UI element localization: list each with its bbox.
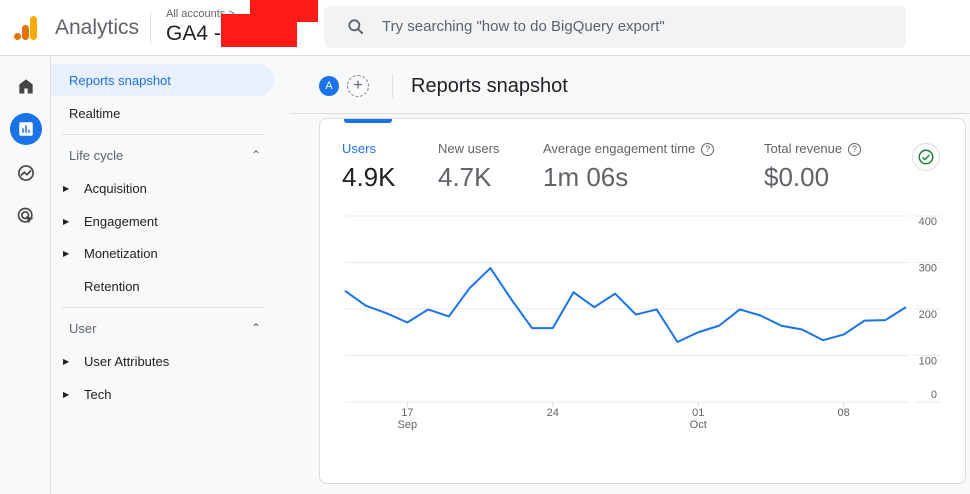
left-rail — [0, 57, 51, 494]
title-bar: A + Reports snapshot — [291, 57, 970, 114]
metric-label: Users — [342, 141, 376, 156]
divider — [62, 134, 264, 135]
section-user[interactable]: User ⌃ — [51, 312, 273, 344]
search-input[interactable]: Try searching "how to do BigQuery export… — [324, 6, 906, 48]
reports-button[interactable] — [10, 113, 42, 145]
nav-engagement[interactable]: ▶ Engagement — [51, 205, 273, 237]
section-label: User — [69, 320, 97, 336]
nav-label: Retention — [84, 278, 140, 294]
x-tick-label: 01 — [692, 407, 704, 419]
chevron-up-icon: ⌃ — [250, 148, 261, 162]
divider — [392, 74, 393, 98]
x-tick-sublabel: Oct — [690, 419, 707, 431]
metric-value: 4.9K — [342, 162, 396, 192]
search-placeholder: Try searching "how to do BigQuery export… — [382, 18, 665, 35]
home-button[interactable] — [10, 70, 42, 102]
page-title: Reports snapshot — [411, 75, 568, 97]
search-icon — [348, 19, 364, 35]
metric-value: 4.7K — [438, 162, 492, 192]
account-crumb: All accounts — [166, 8, 226, 20]
advertising-button[interactable] — [10, 200, 42, 232]
help-icon[interactable]: ? — [701, 143, 715, 157]
home-icon — [19, 79, 33, 94]
nav-reports-snapshot[interactable]: Reports snapshot — [51, 64, 274, 96]
add-comparison-button[interactable]: + — [347, 75, 369, 97]
nav-label: Tech — [84, 386, 112, 402]
caret-right-icon: ▶ — [63, 248, 70, 258]
plus-icon: + — [353, 77, 363, 94]
metric-avg-engagement[interactable]: Average engagement time? 1m 06s — [543, 141, 715, 193]
nav-label: Monetization — [84, 245, 158, 261]
divider — [150, 13, 151, 43]
x-tick-label: 24 — [547, 407, 559, 419]
nav-tech[interactable]: ▶ Tech — [51, 378, 273, 410]
y-tick-label: 0 — [931, 389, 937, 401]
y-tick-label: 100 — [919, 356, 937, 368]
metric-total-revenue[interactable]: Total revenue? $0.00 — [764, 141, 862, 193]
redaction — [221, 14, 297, 47]
app-name: Analytics — [55, 16, 140, 39]
metric-new-users[interactable]: New users 4.7K — [438, 141, 499, 193]
x-tick-label: 08 — [838, 407, 850, 419]
nav-label: User Attributes — [84, 353, 170, 369]
x-tick-label: 17 — [401, 407, 413, 419]
metric-label: Average engagement time — [543, 141, 696, 156]
active-tab-indicator — [344, 119, 392, 123]
nav-label: Realtime — [69, 105, 121, 121]
metric-label: Total revenue — [764, 141, 843, 156]
section-label: Life cycle — [69, 147, 124, 163]
advertising-icon — [17, 207, 34, 224]
divider — [62, 307, 264, 308]
help-icon[interactable]: ? — [848, 143, 862, 157]
check-circle-icon — [918, 149, 934, 165]
caret-right-icon: ▶ — [63, 356, 70, 366]
analytics-logo-icon[interactable] — [13, 15, 39, 41]
users-series-line — [344, 267, 907, 344]
nav-label: Engagement — [84, 213, 158, 229]
property-selector[interactable]: GA4 - — [166, 22, 221, 45]
nav-monetization[interactable]: ▶ Monetization — [51, 237, 273, 269]
section-life-cycle[interactable]: Life cycle ⌃ — [51, 139, 273, 171]
metrics-card: Users 4.9K New users 4.7K Average engage… — [319, 118, 966, 484]
y-tick-label: 200 — [919, 309, 937, 321]
caret-right-icon: ▶ — [63, 389, 70, 399]
nav-acquisition[interactable]: ▶ Acquisition — [51, 172, 273, 204]
nav-user-attributes[interactable]: ▶ User Attributes — [51, 345, 273, 377]
nav-label: Reports snapshot — [69, 72, 171, 88]
top-header: Analytics All accounts > GA4 - Try searc… — [0, 0, 970, 56]
metric-value: $0.00 — [764, 162, 830, 193]
metric-value: 1m 06s — [543, 162, 629, 193]
explore-icon — [18, 165, 34, 181]
caret-right-icon: ▶ — [63, 216, 70, 226]
chevron-up-icon: ⌃ — [250, 321, 261, 335]
caret-right-icon: ▶ — [63, 183, 70, 193]
status-check-button[interactable] — [912, 143, 940, 171]
nav-label: Acquisition — [84, 180, 147, 196]
explore-button[interactable] — [10, 157, 42, 189]
reports-nav: Reports snapshot Realtime Life cycle ⌃ ▶ A… — [51, 57, 291, 494]
bar-chart-icon — [19, 122, 33, 136]
metric-label: New users — [438, 141, 500, 156]
y-tick-label: 400 — [919, 216, 937, 228]
metric-users[interactable]: Users 4.9K — [342, 141, 396, 193]
nav-realtime[interactable]: Realtime — [51, 97, 273, 129]
y-tick-label: 300 — [919, 263, 937, 275]
comparison-avatar[interactable]: A — [319, 76, 339, 96]
nav-retention[interactable]: Retention — [51, 270, 273, 302]
x-tick-sublabel: Sep — [398, 419, 418, 431]
